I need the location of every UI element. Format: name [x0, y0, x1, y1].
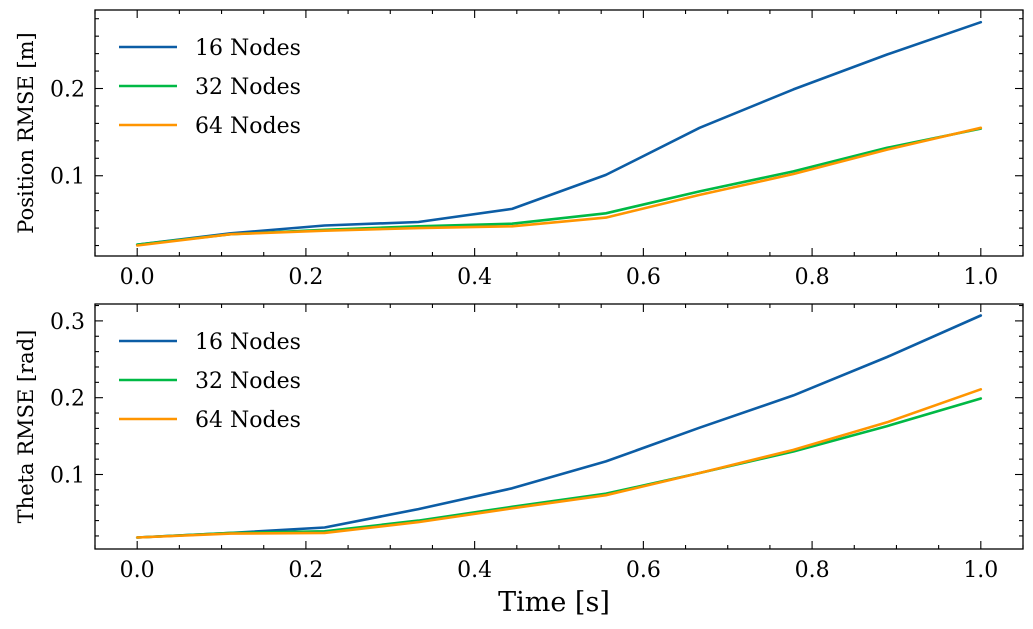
- legend-label: 16 Nodes: [195, 36, 301, 61]
- x-tick-label: 0.8: [795, 265, 830, 290]
- theta-rmse-panel: 0.0 0.2 0.4 0.6 0.8 1.0 0.1 0.2 0.3 Theta RMSE [r…: [14, 303, 1024, 583]
- x-tick-label: 1.0: [963, 558, 998, 583]
- legend-label: 64 Nodes: [195, 408, 301, 433]
- series-line-16-nodes: [135, 20, 983, 246]
- legend: 16 Nodes 32 Nodes 64 Nodes: [119, 330, 301, 433]
- legend-label: 32 Nodes: [195, 369, 301, 394]
- series-line-64-nodes: [135, 126, 983, 247]
- y-axis-label: Theta RMSE [rad]: [14, 330, 38, 524]
- y-tick-label: 0.1: [50, 464, 85, 489]
- x-tick-label: 0.2: [288, 265, 323, 290]
- x-tick-label: 0.4: [457, 558, 492, 583]
- y-tick-label: 0.2: [50, 78, 85, 103]
- x-tick-label: 0.6: [626, 265, 661, 290]
- x-tick-label: 0.6: [626, 558, 661, 583]
- x-tick-label: 0.2: [288, 558, 323, 583]
- series-line-32-nodes: [135, 127, 983, 246]
- legend-label: 32 Nodes: [195, 75, 301, 100]
- x-tick-label: 0.0: [120, 558, 155, 583]
- legend-label: 64 Nodes: [195, 114, 301, 139]
- x-tick-label: 0.8: [795, 558, 830, 583]
- x-axis-label: Time [s]: [498, 587, 610, 618]
- x-tick-label: 1.0: [963, 265, 998, 290]
- series-line-64-nodes: [135, 388, 983, 539]
- y-tick-label: 0.1: [50, 165, 85, 190]
- x-tick-label: 0.0: [120, 265, 155, 290]
- legend-label: 16 Nodes: [195, 330, 301, 355]
- position-rmse-panel: 0.0 0.2 0.4 0.6 0.8 1.0 0.1 0.2 Position RMSE [m…: [14, 9, 1024, 290]
- y-axis-label: Position RMSE [m]: [14, 32, 38, 233]
- y-tick-label: 0.3: [50, 310, 85, 335]
- series-line-16-nodes: [135, 314, 983, 539]
- legend: 16 Nodes 32 Nodes 64 Nodes: [119, 36, 301, 139]
- x-tick-label: 0.4: [457, 265, 492, 290]
- y-tick-label: 0.2: [50, 387, 85, 412]
